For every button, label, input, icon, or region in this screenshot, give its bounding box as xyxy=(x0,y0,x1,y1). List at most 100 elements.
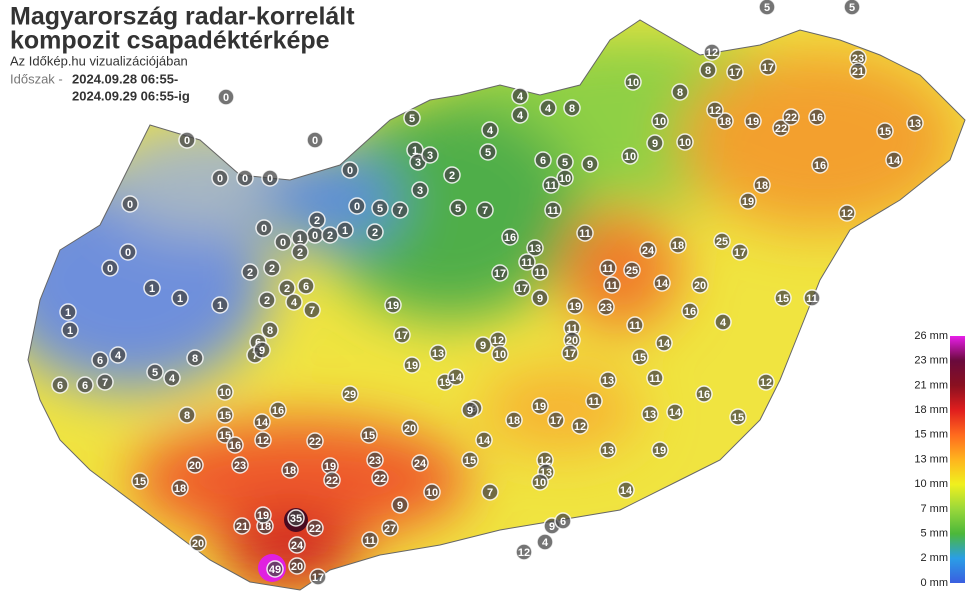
station-value: 22 xyxy=(326,475,338,487)
station-marker xyxy=(536,533,554,551)
station-value: 14 xyxy=(450,372,463,384)
station-marker xyxy=(360,426,378,444)
station-marker xyxy=(231,456,249,474)
station: 4 xyxy=(536,533,554,551)
station: 15 xyxy=(461,451,479,469)
station-marker xyxy=(288,536,306,554)
station-marker xyxy=(838,204,856,222)
station-marker xyxy=(511,87,529,105)
station: 6 xyxy=(91,351,109,369)
station-value: 10 xyxy=(624,151,636,163)
station-value: 2 xyxy=(269,263,275,275)
station-marker xyxy=(599,371,617,389)
station: 8 xyxy=(563,99,581,117)
station-value: 18 xyxy=(672,240,684,252)
station-value: 20 xyxy=(189,460,201,472)
station: 4 xyxy=(511,106,529,124)
station-value: 0 xyxy=(312,135,318,147)
station: 13 xyxy=(599,441,617,459)
station: 0 xyxy=(101,259,119,277)
station-value: 1 xyxy=(149,283,155,295)
station: 18 xyxy=(716,112,734,130)
station-marker xyxy=(253,413,271,431)
station-value: 6 xyxy=(540,155,546,167)
station-value: 17 xyxy=(494,268,506,280)
station: 9 xyxy=(391,496,409,514)
station: 16 xyxy=(808,108,826,126)
station-value: 25 xyxy=(626,265,638,277)
station-value: 5 xyxy=(409,113,415,125)
station: 9 xyxy=(253,341,271,359)
period-label: Időszak - xyxy=(10,71,63,86)
station-marker xyxy=(101,259,119,277)
station-value: 23 xyxy=(600,302,612,314)
station-value: 8 xyxy=(569,103,575,115)
station-value: 2 xyxy=(297,247,303,259)
station-marker xyxy=(758,0,776,16)
station-value: 16 xyxy=(811,112,823,124)
station-marker xyxy=(361,531,379,549)
station-value: 24 xyxy=(291,540,304,552)
station: 19 xyxy=(254,506,272,524)
station-marker xyxy=(599,259,617,277)
legend-label: 7 mm xyxy=(921,503,949,515)
station: 8 xyxy=(186,349,204,367)
legend-label-bg xyxy=(918,378,950,393)
station: 11 xyxy=(803,289,821,307)
station-value: 2 xyxy=(247,267,253,279)
station: 11 xyxy=(603,276,621,294)
station-marker xyxy=(171,479,189,497)
station-value: 4 xyxy=(291,297,298,309)
station-marker xyxy=(731,243,749,261)
station: 9 xyxy=(581,155,599,173)
station-marker xyxy=(253,341,271,359)
station-value: 7 xyxy=(487,487,493,499)
station-marker xyxy=(599,441,617,459)
station-value: 11 xyxy=(806,293,818,305)
station: 2 xyxy=(321,226,339,244)
station-value: 4 xyxy=(487,125,494,137)
station: 0 xyxy=(306,226,324,244)
station: 1 xyxy=(336,221,354,239)
station-value: 6 xyxy=(57,380,63,392)
station: 0 xyxy=(341,161,359,179)
station-value: 7 xyxy=(252,350,258,362)
station-value: 16 xyxy=(272,405,284,417)
station-value: 20 xyxy=(404,423,416,435)
station-value: 9 xyxy=(480,340,486,352)
station-marker xyxy=(581,155,599,173)
legend-label-bg xyxy=(918,452,950,467)
station-marker xyxy=(671,83,689,101)
station-marker xyxy=(744,112,762,130)
station-value: 15 xyxy=(777,293,789,305)
station-marker xyxy=(808,108,826,126)
station-value: 9 xyxy=(549,521,555,533)
station-value: 15 xyxy=(219,430,231,442)
station: 0 xyxy=(236,169,254,187)
station: 4 xyxy=(163,369,181,387)
station: 10 xyxy=(624,73,642,91)
station-value: 11 xyxy=(629,320,641,332)
legend-label-bg xyxy=(918,427,950,442)
legend-label-bg xyxy=(918,403,950,418)
station-marker xyxy=(534,151,552,169)
station-marker xyxy=(706,101,724,119)
legend-label-bg xyxy=(918,353,950,368)
station-marker xyxy=(811,156,829,174)
station-value: 6 xyxy=(303,281,309,293)
station: 7 xyxy=(481,483,499,501)
station-value: 0 xyxy=(125,247,131,259)
station-marker xyxy=(266,560,284,578)
station-value: 23 xyxy=(852,53,864,65)
station-marker xyxy=(59,303,77,321)
station-value: 7 xyxy=(309,305,315,317)
station-marker xyxy=(163,369,181,387)
station-value: 15 xyxy=(134,476,146,488)
station: 6 xyxy=(297,277,315,295)
station-value: 16 xyxy=(504,232,516,244)
station-marker xyxy=(449,199,467,217)
station: 7 xyxy=(391,201,409,219)
station-marker xyxy=(119,243,137,261)
station-value: 9 xyxy=(587,159,593,171)
station-value: 4 xyxy=(542,537,549,549)
